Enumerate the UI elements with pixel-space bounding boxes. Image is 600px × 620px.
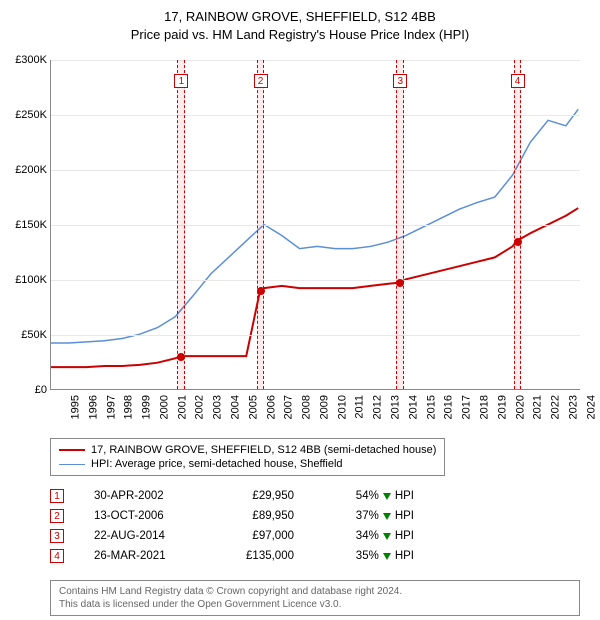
legend-swatch [59,449,85,451]
event-dot [177,353,185,361]
title-block: 17, RAINBOW GROVE, SHEFFIELD, S12 4BB Pr… [0,0,600,44]
event-marker: 1 [174,74,188,88]
event-band [177,60,185,389]
event-number-box: 2 [50,509,64,523]
x-axis-label: 2024 [585,395,597,419]
chart-container: 17, RAINBOW GROVE, SHEFFIELD, S12 4BB Pr… [0,0,600,620]
legend-swatch [59,464,85,465]
x-axis-label: 2016 [443,395,455,419]
event-band [514,60,522,389]
x-axis-label: 1998 [123,395,135,419]
chart-plot-area: £0£50K£100K£150K£200K£250K£300K199519961… [50,60,580,390]
legend-label: HPI: Average price, semi-detached house,… [91,458,343,470]
gridline-h [51,170,580,171]
arrow-down-icon [383,513,391,520]
events-table-row: 2 13-OCT-2006 £89,950 37%HPI [50,506,414,526]
event-dot [514,238,522,246]
event-price: £135,000 [224,550,294,562]
event-dot [257,287,265,295]
gridline-h [51,60,580,61]
x-axis-label: 2012 [372,395,384,419]
footer-line2: This data is licensed under the Open Gov… [59,598,571,611]
y-axis-label: £0 [3,384,47,396]
x-axis-label: 2014 [407,395,419,419]
x-axis-label: 2006 [265,395,277,419]
x-axis-label: 2005 [247,395,259,419]
event-band [257,60,265,389]
event-date: 30-APR-2002 [94,490,194,502]
x-axis-label: 2013 [390,395,402,419]
x-axis-label: 1996 [87,395,99,419]
gridline-h [51,225,580,226]
x-axis-label: 2008 [301,395,313,419]
event-delta: 35%HPI [324,550,414,562]
x-axis-label: 2007 [283,395,295,419]
x-axis-label: 2011 [353,395,365,419]
event-marker: 3 [393,74,407,88]
y-axis-label: £100K [3,274,47,286]
events-table: 1 30-APR-2002 £29,950 54%HPI 2 13-OCT-2006 £89… [50,486,414,566]
gridline-h [51,335,580,336]
x-axis-label: 2009 [318,395,330,419]
gridline-h [51,115,580,116]
event-number-box: 1 [50,489,64,503]
footer-note: Contains HM Land Registry data © Crown c… [50,580,580,616]
x-axis-label: 2001 [176,395,188,419]
x-axis-label: 2004 [230,395,242,419]
x-axis-label: 2019 [496,395,508,419]
x-axis-label: 2015 [425,395,437,419]
arrow-down-icon [383,533,391,540]
legend-item: HPI: Average price, semi-detached house,… [59,457,436,471]
x-axis-label: 2020 [514,395,526,419]
event-price: £97,000 [224,530,294,542]
y-axis-label: £150K [3,219,47,231]
events-table-row: 4 26-MAR-2021 £135,000 35%HPI [50,546,414,566]
event-marker: 4 [511,74,525,88]
x-axis-label: 1999 [141,395,153,419]
event-delta: 37%HPI [324,510,414,522]
series-line-hpi [51,109,578,343]
x-axis-label: 2017 [461,395,473,419]
event-number-box: 3 [50,529,64,543]
arrow-down-icon [383,493,391,500]
event-price: £29,950 [224,490,294,502]
event-date: 26-MAR-2021 [94,550,194,562]
event-delta: 54%HPI [324,490,414,502]
footer-line1: Contains HM Land Registry data © Crown c… [59,585,571,598]
event-dot [396,279,404,287]
event-price: £89,950 [224,510,294,522]
event-date: 22-AUG-2014 [94,530,194,542]
title-address: 17, RAINBOW GROVE, SHEFFIELD, S12 4BB [0,8,600,26]
title-subtitle: Price paid vs. HM Land Registry's House … [0,26,600,44]
x-axis-label: 1997 [105,395,117,419]
y-axis-label: £200K [3,164,47,176]
y-axis-label: £300K [3,54,47,66]
event-date: 13-OCT-2006 [94,510,194,522]
event-band [396,60,404,389]
x-axis-label: 2010 [336,395,348,419]
x-axis-label: 1995 [69,395,81,419]
event-number-box: 4 [50,549,64,563]
events-table-row: 3 22-AUG-2014 £97,000 34%HPI [50,526,414,546]
event-delta: 34%HPI [324,530,414,542]
legend-label: 17, RAINBOW GROVE, SHEFFIELD, S12 4BB (s… [91,444,436,456]
x-axis-label: 2023 [567,395,579,419]
y-axis-label: £250K [3,109,47,121]
x-axis-label: 2003 [212,395,224,419]
x-axis-label: 2000 [158,395,170,419]
y-axis-label: £50K [3,329,47,341]
legend-box: 17, RAINBOW GROVE, SHEFFIELD, S12 4BB (s… [50,438,445,476]
x-axis-label: 2021 [532,395,544,419]
series-line-price_paid [51,208,578,367]
x-axis-label: 2002 [194,395,206,419]
gridline-h [51,280,580,281]
arrow-down-icon [383,553,391,560]
x-axis-label: 2018 [479,395,491,419]
legend-item: 17, RAINBOW GROVE, SHEFFIELD, S12 4BB (s… [59,443,436,457]
event-marker: 2 [254,74,268,88]
events-table-row: 1 30-APR-2002 £29,950 54%HPI [50,486,414,506]
x-axis-label: 2022 [550,395,562,419]
